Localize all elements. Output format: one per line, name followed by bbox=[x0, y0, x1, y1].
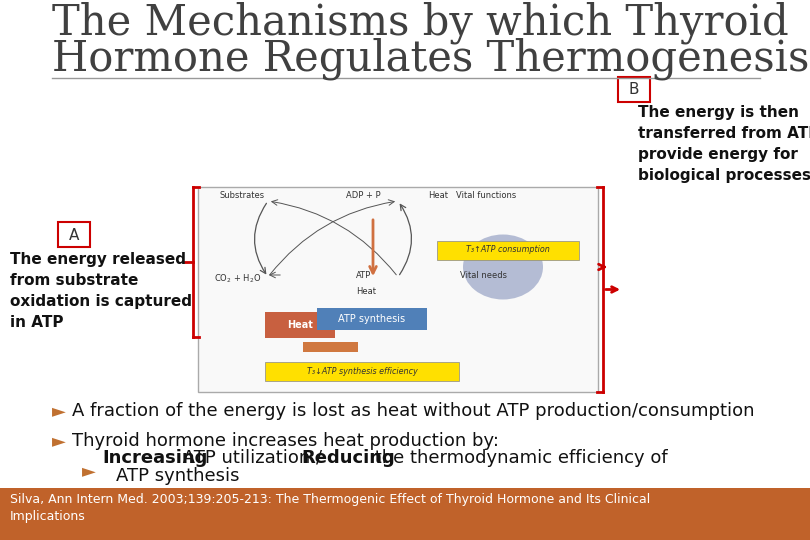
Text: The energy is then
transferred from ATP to
provide energy for
biological process: The energy is then transferred from ATP … bbox=[638, 105, 810, 183]
Text: The Mechanisms by which Thyroid: The Mechanisms by which Thyroid bbox=[52, 2, 789, 44]
Text: Heat: Heat bbox=[356, 287, 376, 296]
Text: T₃↓ATP synthesis efficiency: T₃↓ATP synthesis efficiency bbox=[307, 368, 417, 376]
Text: ►: ► bbox=[52, 432, 66, 450]
FancyBboxPatch shape bbox=[58, 222, 90, 247]
FancyBboxPatch shape bbox=[317, 308, 427, 330]
Text: ATP: ATP bbox=[356, 271, 371, 280]
Text: the thermodynamic efficiency of: the thermodynamic efficiency of bbox=[369, 449, 667, 467]
Text: The energy released
from substrate
oxidation is captured
in ATP: The energy released from substrate oxida… bbox=[10, 252, 192, 330]
Text: ATP synthesis: ATP synthesis bbox=[339, 314, 406, 324]
Text: Reducing: Reducing bbox=[301, 449, 394, 467]
Text: Heat: Heat bbox=[428, 191, 448, 200]
Text: A: A bbox=[69, 227, 79, 242]
FancyBboxPatch shape bbox=[303, 342, 358, 352]
Text: Hormone Regulates Thermogenesis: Hormone Regulates Thermogenesis bbox=[52, 38, 809, 80]
FancyBboxPatch shape bbox=[437, 241, 579, 260]
FancyBboxPatch shape bbox=[265, 312, 335, 338]
Text: ►: ► bbox=[52, 402, 66, 420]
Text: ATP utilization /: ATP utilization / bbox=[177, 449, 328, 467]
Text: T₃↑ATP consumption: T₃↑ATP consumption bbox=[466, 246, 550, 254]
Text: Heat: Heat bbox=[287, 320, 313, 330]
Text: ATP synthesis: ATP synthesis bbox=[116, 467, 240, 485]
Text: Increasing: Increasing bbox=[102, 449, 207, 467]
Text: Vital functions: Vital functions bbox=[456, 191, 516, 200]
FancyBboxPatch shape bbox=[618, 77, 650, 102]
Text: A fraction of the energy is lost as heat without ATP production/consumption: A fraction of the energy is lost as heat… bbox=[72, 402, 754, 420]
Text: Vital needs: Vital needs bbox=[460, 271, 507, 280]
Text: Silva, Ann Intern Med. 2003;139:205-213: The Thermogenic Effect of Thyroid Hormo: Silva, Ann Intern Med. 2003;139:205-213:… bbox=[10, 493, 650, 523]
Text: CO$_2$ + H$_2$O: CO$_2$ + H$_2$O bbox=[214, 273, 262, 285]
Ellipse shape bbox=[463, 234, 543, 300]
Text: ►: ► bbox=[82, 462, 96, 480]
FancyBboxPatch shape bbox=[265, 362, 459, 381]
Text: Thyroid hormone increases heat production by:: Thyroid hormone increases heat productio… bbox=[72, 432, 499, 450]
Text: B: B bbox=[629, 83, 639, 98]
Text: ADP + P: ADP + P bbox=[346, 191, 381, 200]
FancyBboxPatch shape bbox=[0, 488, 810, 540]
FancyBboxPatch shape bbox=[198, 187, 598, 392]
Text: Substrates: Substrates bbox=[220, 191, 265, 200]
